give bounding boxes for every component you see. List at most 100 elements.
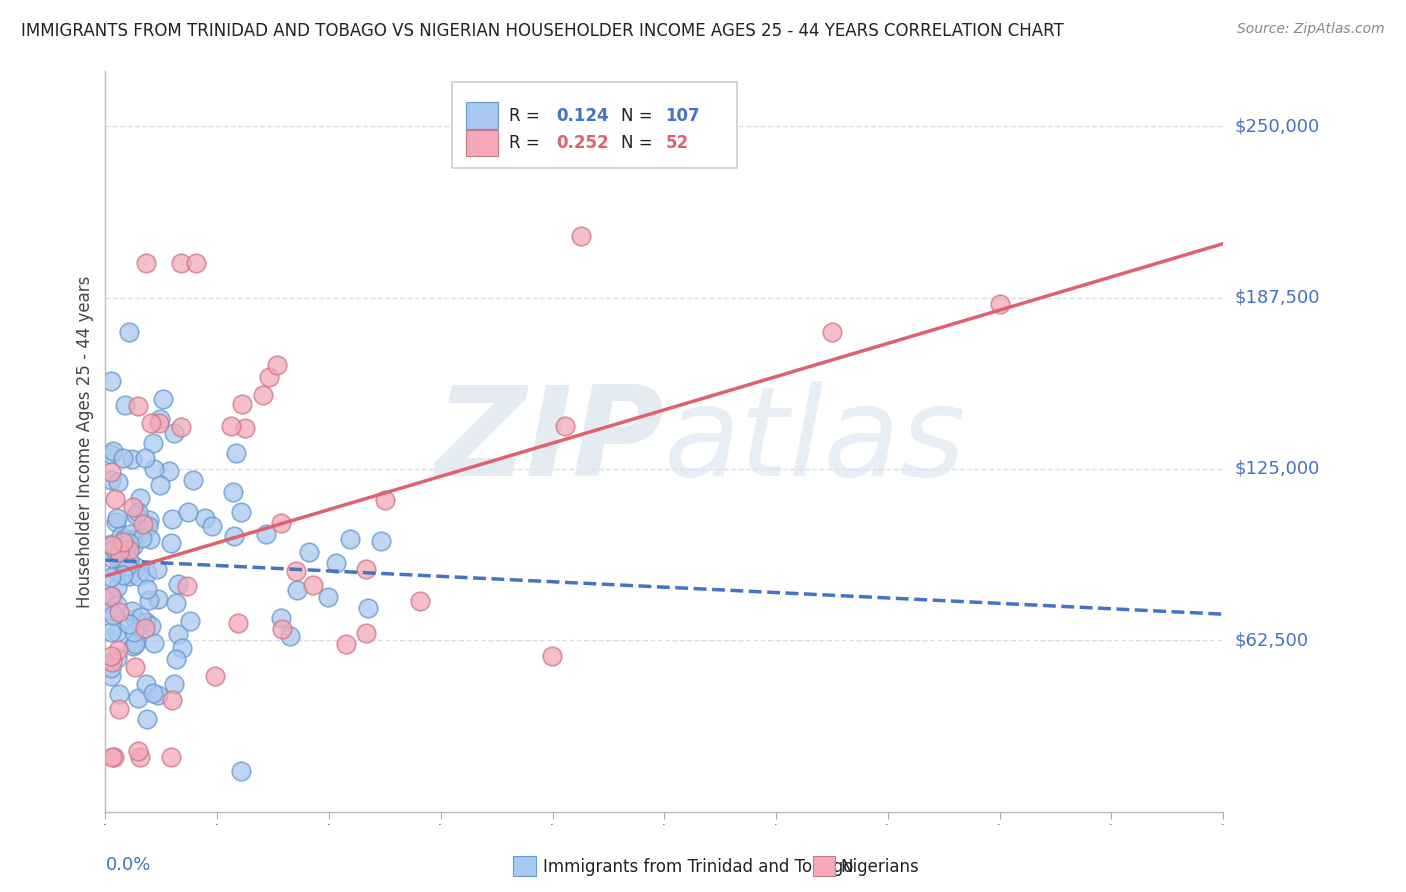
Point xyxy=(104,492,127,507)
Point xyxy=(118,617,141,632)
Point xyxy=(139,619,162,633)
Point xyxy=(149,477,172,491)
Point xyxy=(988,297,1011,311)
Text: N =: N = xyxy=(620,134,658,152)
Point xyxy=(284,564,307,578)
Text: ZIP: ZIP xyxy=(436,381,665,502)
Point xyxy=(125,634,148,648)
Point xyxy=(100,537,122,551)
Point xyxy=(112,557,135,571)
Point xyxy=(222,484,245,499)
Point xyxy=(110,528,132,542)
Point xyxy=(112,538,135,552)
Point xyxy=(101,655,124,669)
Text: Immigrants from Trinidad and Tobago: Immigrants from Trinidad and Tobago xyxy=(543,858,853,876)
Point xyxy=(131,531,153,545)
Text: $125,000: $125,000 xyxy=(1234,460,1320,478)
Point xyxy=(177,505,200,519)
Point xyxy=(167,627,190,641)
Point xyxy=(254,526,277,541)
Point xyxy=(107,642,129,657)
Point xyxy=(100,661,122,675)
Text: 107: 107 xyxy=(665,107,700,125)
Point xyxy=(101,444,124,458)
Point xyxy=(124,636,146,650)
Point xyxy=(101,589,124,603)
Point xyxy=(374,493,396,508)
Point xyxy=(222,529,245,543)
Point xyxy=(127,691,149,706)
Point xyxy=(124,612,146,626)
Point xyxy=(108,605,131,619)
Point xyxy=(167,577,190,591)
Point xyxy=(163,676,186,690)
Point xyxy=(107,544,129,558)
Point xyxy=(105,550,128,565)
Point xyxy=(170,640,193,655)
Point xyxy=(160,750,183,764)
Point xyxy=(194,511,217,525)
Point xyxy=(135,256,157,270)
Point xyxy=(105,625,128,640)
Point xyxy=(122,624,145,639)
Point xyxy=(114,398,136,412)
Point xyxy=(179,614,201,628)
Point xyxy=(136,519,159,533)
Point xyxy=(125,508,148,523)
FancyBboxPatch shape xyxy=(451,82,737,168)
Point xyxy=(181,474,204,488)
Point xyxy=(316,590,339,604)
Point xyxy=(257,369,280,384)
Point xyxy=(118,568,141,582)
Text: $187,500: $187,500 xyxy=(1234,289,1320,307)
Point xyxy=(112,451,135,466)
Point xyxy=(325,556,347,570)
Point xyxy=(107,687,129,701)
Point xyxy=(148,412,170,426)
Text: N =: N = xyxy=(620,107,658,125)
Point xyxy=(136,712,159,726)
Point xyxy=(143,636,166,650)
Point xyxy=(127,504,149,518)
Point xyxy=(569,228,592,243)
Y-axis label: Householder Income Ages 25 - 44 years: Householder Income Ages 25 - 44 years xyxy=(76,276,94,607)
Point xyxy=(105,515,128,529)
Point xyxy=(103,750,125,764)
FancyBboxPatch shape xyxy=(467,103,498,129)
Point xyxy=(165,652,187,666)
Point xyxy=(165,596,187,610)
Point xyxy=(100,550,122,565)
Point xyxy=(278,629,301,643)
Point xyxy=(134,621,156,635)
Point xyxy=(111,535,134,549)
Point xyxy=(122,533,145,548)
Point xyxy=(101,608,124,623)
Point xyxy=(201,519,224,533)
Point xyxy=(186,256,208,270)
Point xyxy=(148,416,170,430)
Point xyxy=(176,578,198,592)
Point xyxy=(105,598,128,612)
Point xyxy=(162,425,184,440)
FancyBboxPatch shape xyxy=(467,129,498,156)
Point xyxy=(128,750,150,764)
Point xyxy=(270,516,292,530)
Text: $250,000: $250,000 xyxy=(1234,117,1320,136)
Point xyxy=(141,417,163,431)
Point xyxy=(100,669,122,683)
Point xyxy=(298,545,321,559)
Point xyxy=(105,650,128,665)
Point xyxy=(270,610,292,624)
Point xyxy=(170,256,193,270)
Text: Nigerians: Nigerians xyxy=(841,858,920,876)
Point xyxy=(152,392,174,407)
Point xyxy=(100,465,122,479)
Point xyxy=(122,532,145,546)
Text: IMMIGRANTS FROM TRINIDAD AND TOBAGO VS NIGERIAN HOUSEHOLDER INCOME AGES 25 - 44 : IMMIGRANTS FROM TRINIDAD AND TOBAGO VS N… xyxy=(21,22,1064,40)
Point xyxy=(112,532,135,546)
Point xyxy=(120,527,142,541)
Point xyxy=(229,764,252,778)
Point xyxy=(127,400,149,414)
Point xyxy=(354,626,377,640)
Point xyxy=(266,358,288,372)
